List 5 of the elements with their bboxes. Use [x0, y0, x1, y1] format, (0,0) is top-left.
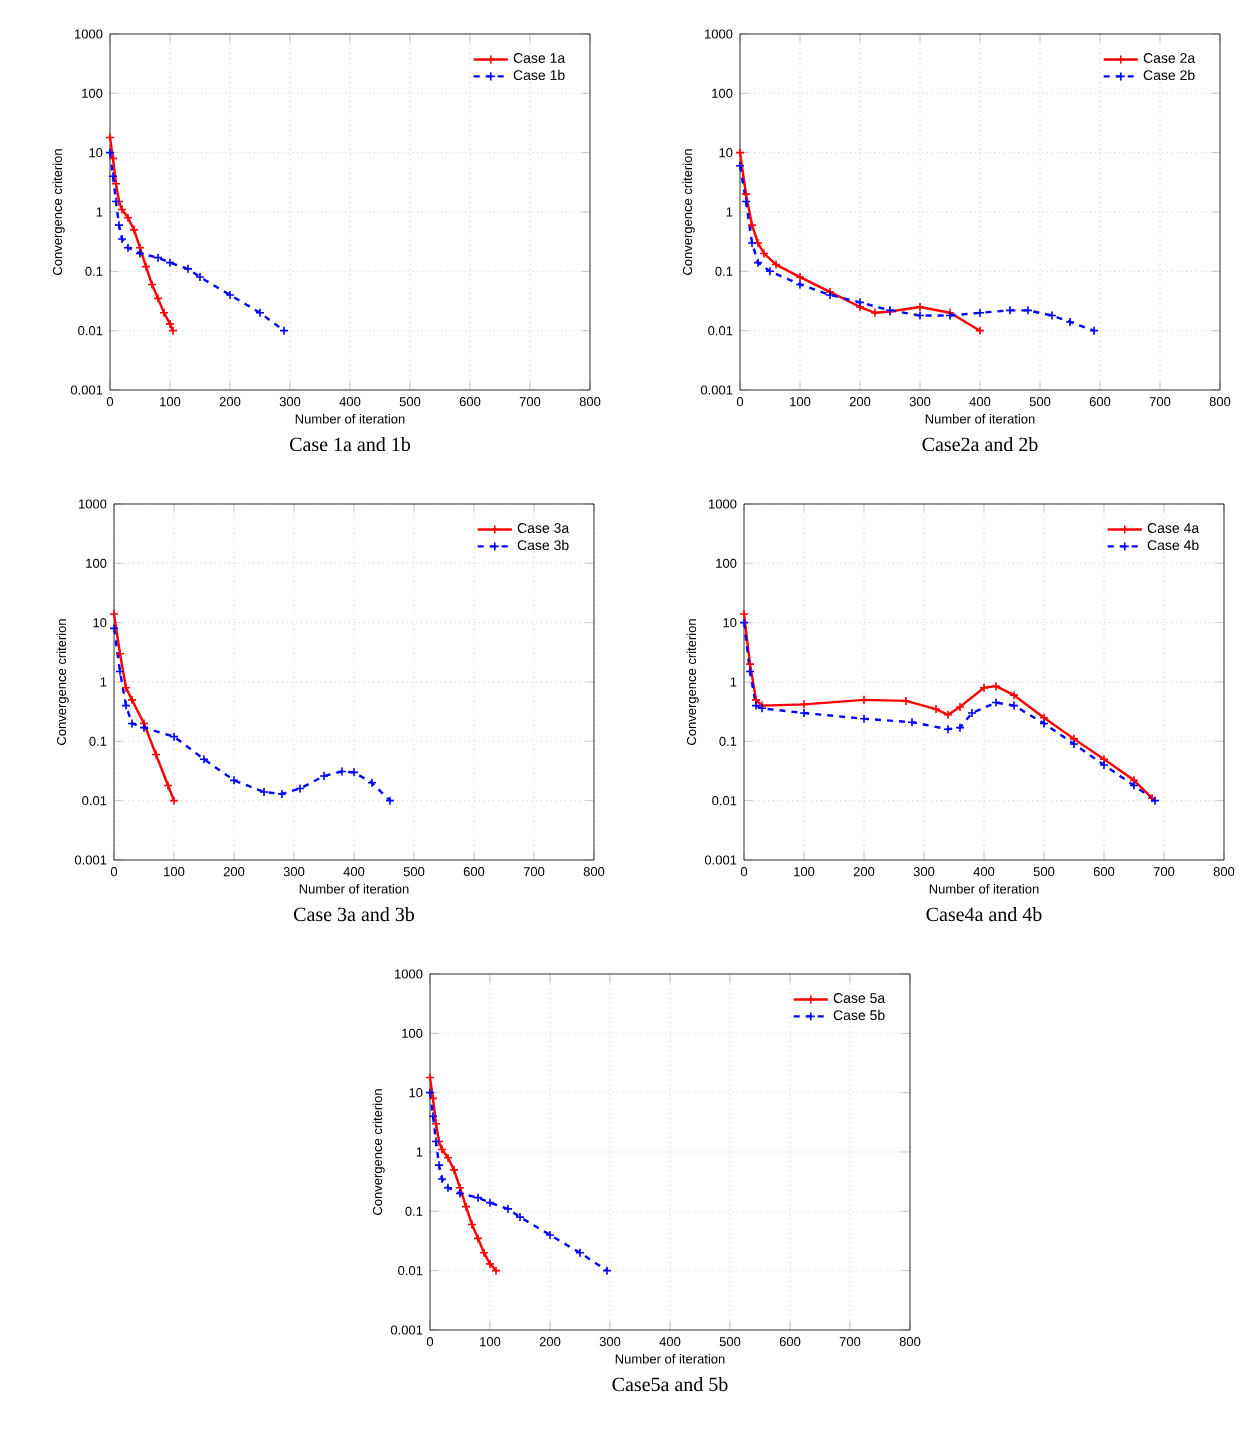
text: Case2a and 2b	[922, 437, 1038, 452]
text: Case 3a and 3b	[293, 907, 415, 922]
text: Case5a and 5b	[612, 1377, 728, 1392]
text: Case 1a and 1b	[289, 437, 411, 452]
text: Case4a and 4b	[926, 907, 1042, 922]
